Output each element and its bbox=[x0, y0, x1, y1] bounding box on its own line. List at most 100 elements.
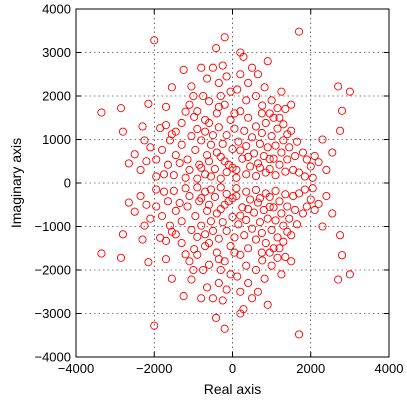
data-point bbox=[279, 136, 288, 145]
data-point bbox=[203, 151, 212, 160]
data-point bbox=[185, 165, 194, 174]
y-tick-label: 3000 bbox=[42, 45, 71, 60]
data-point bbox=[118, 127, 127, 136]
data-point bbox=[334, 82, 343, 91]
data-point bbox=[212, 44, 221, 53]
data-point bbox=[236, 309, 245, 318]
data-point bbox=[322, 191, 331, 201]
data-point bbox=[183, 155, 192, 164]
data-point bbox=[201, 127, 210, 136]
data-point bbox=[210, 192, 219, 201]
data-point bbox=[240, 126, 249, 135]
data-point bbox=[181, 250, 190, 259]
data-point bbox=[220, 324, 229, 333]
data-point bbox=[152, 202, 161, 211]
data-point bbox=[294, 189, 304, 198]
y-tick-label: 2000 bbox=[42, 89, 71, 104]
data-point bbox=[310, 205, 319, 215]
data-point bbox=[281, 190, 290, 199]
data-point bbox=[216, 152, 225, 161]
x-axis-ticks: −4000 −2000 0 2000 4000 bbox=[58, 9, 404, 376]
data-point bbox=[197, 221, 206, 230]
data-point bbox=[222, 72, 231, 81]
data-point bbox=[167, 83, 176, 92]
data-point bbox=[228, 163, 237, 172]
data-point bbox=[257, 228, 266, 238]
data-point bbox=[201, 170, 210, 179]
x-axis-label: Real axis bbox=[204, 381, 262, 397]
data-point bbox=[212, 209, 221, 218]
data-point bbox=[142, 157, 151, 166]
data-point bbox=[283, 155, 292, 164]
data-point bbox=[310, 151, 319, 161]
data-point bbox=[130, 150, 139, 159]
data-point bbox=[236, 211, 245, 220]
data-point bbox=[214, 234, 223, 243]
x-tick-label: 2000 bbox=[296, 361, 325, 376]
data-point bbox=[232, 165, 241, 174]
data-point bbox=[242, 96, 251, 105]
y-tick-label: −4000 bbox=[34, 350, 71, 365]
data-point bbox=[265, 202, 274, 211]
data-point bbox=[218, 296, 227, 305]
data-point bbox=[197, 136, 206, 145]
data-point bbox=[208, 294, 217, 303]
data-point bbox=[255, 139, 264, 148]
data-point bbox=[204, 157, 214, 166]
data-point bbox=[185, 100, 194, 109]
data-point bbox=[169, 186, 178, 195]
data-point bbox=[197, 194, 206, 203]
data-point bbox=[318, 222, 327, 231]
data-point bbox=[279, 237, 288, 246]
data-point bbox=[267, 261, 276, 270]
data-point bbox=[220, 200, 229, 209]
y-axis-ticks: −4000 −3000 −2000 −1000 0 1000 2000 3000 4000 bbox=[34, 2, 389, 365]
data-point bbox=[238, 203, 247, 212]
data-point bbox=[163, 197, 172, 206]
data-point bbox=[285, 214, 294, 223]
data-point bbox=[230, 233, 239, 242]
data-point bbox=[263, 143, 272, 152]
data-point bbox=[191, 212, 200, 221]
data-point bbox=[203, 283, 212, 292]
data-point bbox=[206, 140, 216, 149]
data-point bbox=[242, 187, 251, 196]
data-point bbox=[265, 155, 274, 164]
data-point bbox=[253, 159, 262, 168]
data-point bbox=[275, 197, 284, 206]
data-point bbox=[199, 265, 208, 275]
data-point bbox=[248, 224, 257, 233]
data-point bbox=[261, 189, 270, 198]
x-tick-label: 0 bbox=[229, 361, 236, 376]
data-point bbox=[218, 139, 227, 148]
data-point bbox=[230, 109, 239, 118]
data-point bbox=[271, 171, 280, 180]
data-point bbox=[220, 100, 229, 109]
data-point bbox=[204, 97, 214, 106]
data-point bbox=[267, 225, 276, 235]
data-point bbox=[291, 151, 300, 161]
y-tick-label: −3000 bbox=[34, 306, 71, 321]
data-point bbox=[169, 171, 178, 180]
data-point bbox=[279, 120, 288, 129]
data-point bbox=[314, 158, 323, 167]
data-point bbox=[130, 207, 139, 216]
data-point bbox=[203, 74, 212, 83]
data-point bbox=[199, 91, 208, 101]
data-point bbox=[185, 257, 194, 266]
data-point bbox=[271, 186, 280, 195]
data-point bbox=[193, 232, 202, 241]
data-point bbox=[273, 124, 282, 133]
data-point bbox=[138, 235, 147, 244]
x-tick-label: 4000 bbox=[375, 361, 404, 376]
data-point bbox=[144, 258, 153, 267]
data-point bbox=[257, 248, 266, 257]
data-point bbox=[165, 221, 174, 230]
data-point bbox=[337, 106, 347, 115]
data-point bbox=[232, 191, 241, 201]
data-point bbox=[273, 253, 282, 262]
data-point bbox=[152, 172, 161, 181]
data-point bbox=[269, 154, 278, 163]
data-point bbox=[216, 265, 225, 275]
data-point bbox=[181, 107, 190, 116]
